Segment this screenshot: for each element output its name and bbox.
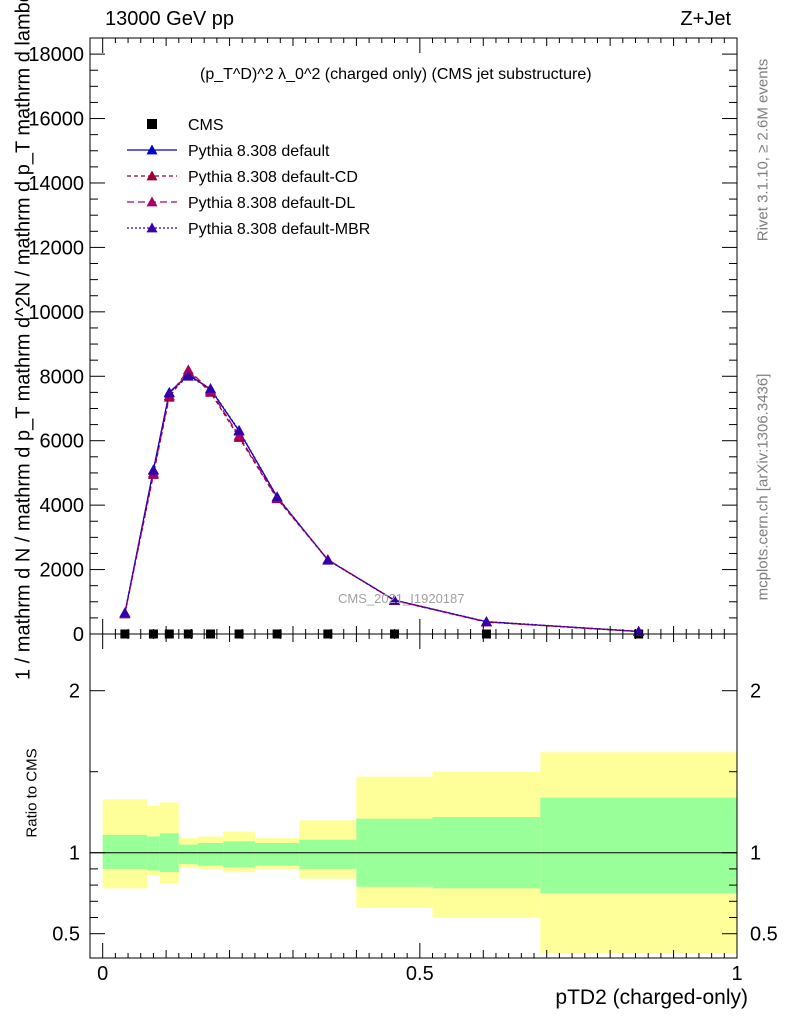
series-marker-mbr: [182, 370, 194, 381]
ratio-plot-frame: [89, 633, 738, 959]
ratio-y-tick-label: 2: [69, 681, 80, 703]
axes-ticks: 0 2000 4000 6000 8000 10000 12000 14000 16000 180…: [28, 38, 778, 985]
main-y-tick-label: 6000: [40, 431, 85, 453]
ratio-inner-band: [223, 841, 255, 868]
main-y-tick-label: 16000: [28, 109, 84, 131]
ratio-inner-band: [147, 836, 160, 871]
main-y-tick-label: 0: [73, 624, 84, 646]
series-marker-dl: [233, 430, 245, 441]
x-tick-label: 0: [97, 963, 108, 985]
main-y-tick-label: 10000: [28, 302, 84, 324]
series-marker-mbr: [388, 594, 400, 605]
legend-marker-cd: [146, 170, 158, 181]
legend-marker-default: [146, 144, 158, 155]
series-marker-dl: [182, 364, 194, 375]
legend-marker-cms: [147, 119, 157, 129]
legend-label: Pythia 8.308 default: [188, 143, 330, 160]
series-marker-mbr: [147, 464, 159, 475]
ratio-y-tick-label: 1: [69, 843, 80, 865]
main-y-tick-label: 2000: [40, 560, 85, 582]
ratio-inner-band: [254, 842, 300, 866]
legend-label: CMS: [188, 117, 224, 134]
ratio-bands: [90, 752, 737, 954]
series-marker-mbr: [480, 616, 492, 626]
analysis-watermark: CMS_2021_I1920187: [338, 591, 465, 606]
x-axis-label: pTD2 (charged-only): [555, 986, 748, 1009]
main-y-tick-label: 12000: [28, 237, 84, 259]
legend-label: Pythia 8.308 default-DL: [188, 195, 355, 212]
x-tick-label: 1: [731, 963, 742, 985]
ratio-inner-band: [102, 834, 148, 869]
plot-title: (p_T^D)^2 λ_0^2 (charged only) (CMS jet …: [200, 66, 592, 83]
main-y-tick-label: 14000: [28, 173, 84, 195]
rivet-version-label: Rivet 3.1.10, ≥ 2.6M events: [754, 58, 772, 242]
ratio-inner-band: [178, 844, 198, 865]
main-y-tick-label: 18000: [28, 44, 84, 66]
ratio-y-tick-label-right: 2: [750, 681, 761, 703]
ratio-y-axis-label: Ratio to CMS: [23, 748, 41, 838]
ratio-y-tick-label-right: 1: [750, 843, 761, 865]
header-energy: 13000 GeV pp: [105, 8, 234, 30]
plot-frames: [89, 37, 738, 959]
ratio-inner-band: [540, 797, 737, 894]
series-marker-mbr: [233, 424, 245, 435]
series-marker-mbr: [322, 554, 334, 565]
header-process: Z+Jet: [680, 8, 731, 30]
series-marker-mbr: [271, 491, 283, 502]
ratio-inner-band: [197, 842, 224, 866]
main-y-axis-label: 1 / mathrm d N / mathrm d p_T mathrm d^2…: [12, 0, 35, 680]
legend-marker-dl: [146, 196, 158, 207]
legend-marker-mbr: [146, 222, 158, 233]
mcplots-label: mcplots.cern.ch [arXiv:1306.3436]: [754, 373, 772, 601]
main-y-tick-label: 8000: [40, 366, 85, 388]
series-marker-mbr: [205, 383, 217, 393]
legend-label: Pythia 8.308 default-MBR: [188, 221, 370, 238]
series-marker-mbr: [119, 607, 131, 618]
legend: CMS Pythia 8.308 default Pythia 8.308 defa…: [127, 117, 370, 238]
series-marker-mbr: [163, 387, 175, 398]
main-y-tick-label: 4000: [40, 495, 85, 517]
ratio-inner-band: [299, 839, 357, 869]
ratio-y-tick-label-right: 0.5: [750, 924, 778, 946]
ratio-y-tick-label: 0.5: [52, 924, 80, 946]
legend-label: Pythia 8.308 default-CD: [188, 169, 358, 186]
x-tick-label: 0.5: [406, 963, 434, 985]
